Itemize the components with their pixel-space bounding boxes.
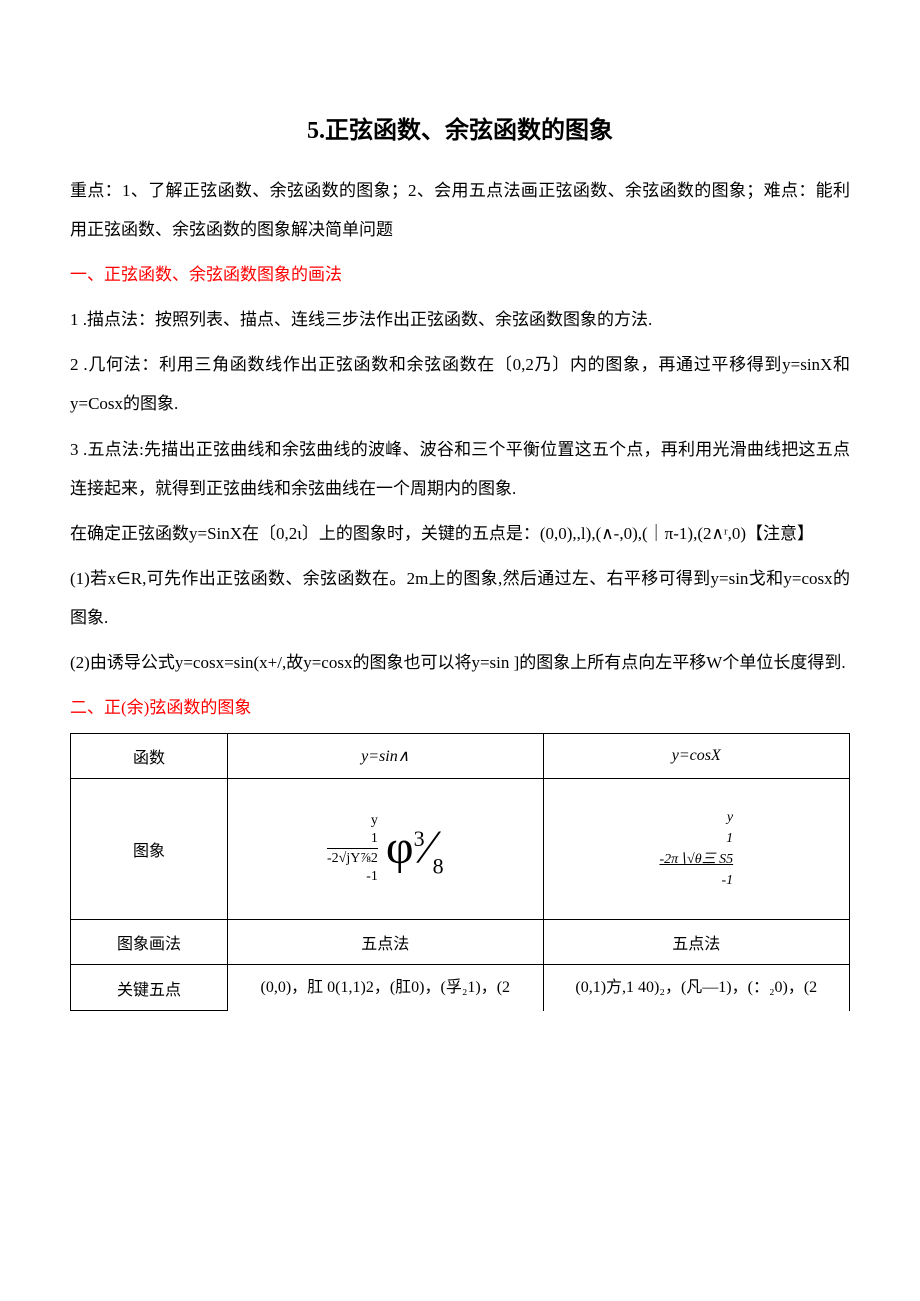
- method-3: 3 .五点法:先描出正弦曲线和余弦曲线的波峰、波谷和三个平衡位置这五个点，再利用…: [70, 430, 850, 508]
- intro-para: 重点：1、了解正弦函数、余弦函数的图象；2、会用五点法画正弦函数、余弦函数的图象…: [70, 171, 850, 249]
- cos-graph-icon: y 1 -2π∖√θ三 S5 -1: [659, 807, 733, 891]
- section2-heading: 二、正(余)弦函数的图象: [70, 688, 850, 727]
- row-label-graph: 图象: [71, 779, 228, 920]
- row-label-keypoints: 关键五点: [71, 965, 228, 1011]
- section1-heading: 一、正弦函数、余弦函数图象的画法: [70, 255, 850, 294]
- sin-graph-icon: y 1 -2√jY⅞2 -1 φ3⁄8: [327, 812, 444, 887]
- cell-cos-graph: y 1 -2π∖√θ三 S5 -1: [543, 779, 849, 920]
- cell-sin-graph: y 1 -2√jY⅞2 -1 φ3⁄8: [228, 779, 544, 920]
- cell-sin-keypoints: (0,0)，肛 0(1,1)2，(肛0)，(孚₂1)，(2: [228, 965, 544, 1011]
- table-row: 关键五点 (0,0)，肛 0(1,1)2，(肛0)，(孚₂1)，(2 (0,1)…: [71, 965, 850, 1011]
- cell-cos-func: y=cosX: [543, 734, 849, 779]
- five-points-para: 在确定正弦函数y=SinX在〔0,2ι〕上的图象时，关键的五点是：(0,0),,…: [70, 514, 850, 553]
- cell-cos-method: 五点法: [543, 920, 849, 965]
- page-title: 5.正弦函数、余弦函数的图象: [70, 110, 850, 145]
- function-table: 函数 y=sin∧ y=cosX 图象 y 1 -2√jY⅞2 -1 φ3⁄8: [70, 733, 850, 1011]
- cell-sin-func: y=sin∧: [228, 734, 544, 779]
- method-1: 1 .描点法：按照列表、描点、连线三步法作出正弦函数、余弦函数图象的方法.: [70, 300, 850, 339]
- row-label-function: 函数: [71, 734, 228, 779]
- table-row: 图象画法 五点法 五点法: [71, 920, 850, 965]
- row-label-method: 图象画法: [71, 920, 228, 965]
- cell-cos-keypoints: (0,1)方,1 40)₂，(凡—1)，(：₂0)，(2: [543, 965, 849, 1011]
- method-2: 2 .几何法：利用三角函数线作出正弦函数和余弦函数在〔0,2乃〕内的图象，再通过…: [70, 345, 850, 423]
- note-2: (2)由诱导公式y=cosx=sin(x+/,故y=cosx的图象也可以将y=s…: [70, 643, 850, 682]
- table-row: 图象 y 1 -2√jY⅞2 -1 φ3⁄8 y 1: [71, 779, 850, 920]
- note-1: (1)若x∈R,可先作出正弦函数、余弦函数在。2m上的图象,然后通过左、右平移可…: [70, 559, 850, 637]
- table-row: 函数 y=sin∧ y=cosX: [71, 734, 850, 779]
- cell-sin-method: 五点法: [228, 920, 544, 965]
